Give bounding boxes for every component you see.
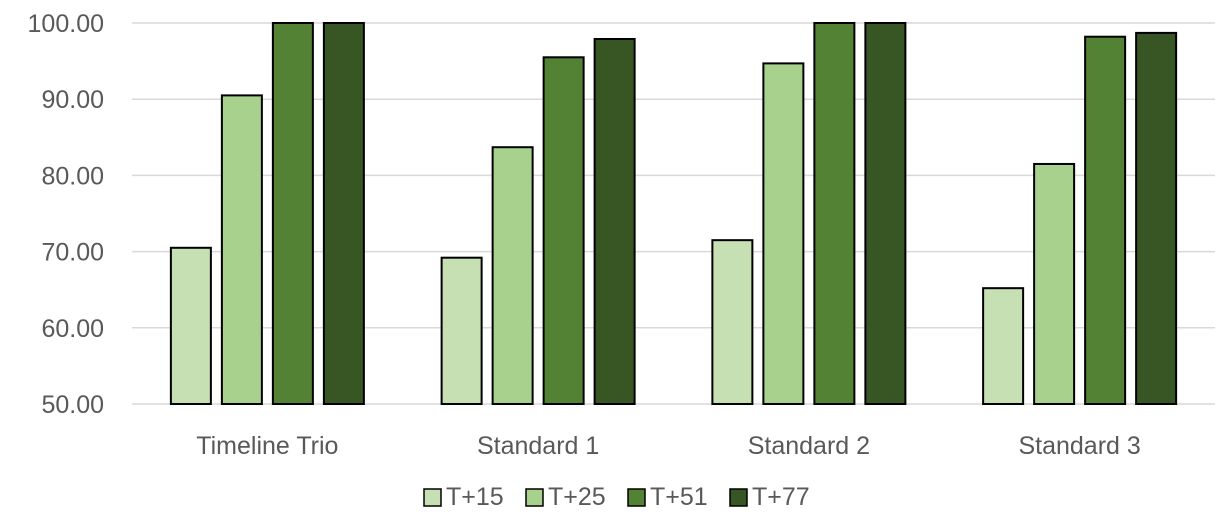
bar-t77-standard-3 bbox=[1135, 31, 1178, 405]
x-category-label: Standard 2 bbox=[748, 432, 870, 460]
legend-label: T+77 bbox=[752, 483, 810, 511]
x-category-label: Standard 3 bbox=[1018, 432, 1140, 460]
x-category-label: Timeline Trio bbox=[196, 432, 338, 460]
bar-t77-standard-1 bbox=[593, 38, 636, 405]
bar-t51-standard-3 bbox=[1084, 35, 1127, 405]
y-tick-label: 70.00 bbox=[41, 239, 104, 267]
bar-t25-standard-1 bbox=[491, 146, 534, 405]
bar-t25-timeline-trio bbox=[220, 94, 263, 405]
bar-t15-standard-1 bbox=[440, 256, 483, 406]
y-tick-label: 100.00 bbox=[28, 10, 104, 38]
legend-swatch bbox=[627, 488, 646, 507]
legend-swatch bbox=[525, 488, 544, 507]
bar-t15-timeline-trio bbox=[169, 246, 212, 405]
bar-t51-standard-1 bbox=[542, 56, 585, 405]
legend-swatch bbox=[423, 488, 442, 507]
bar-t51-standard-2 bbox=[813, 22, 856, 405]
bar-t15-standard-2 bbox=[711, 239, 754, 405]
bar-t15-standard-3 bbox=[982, 287, 1025, 405]
y-tick-label: 60.00 bbox=[41, 315, 104, 343]
bar-t51-timeline-trio bbox=[271, 22, 314, 405]
legend-label: T+25 bbox=[548, 483, 606, 511]
legend-label: T+15 bbox=[446, 483, 504, 511]
bar-t25-standard-3 bbox=[1033, 162, 1076, 405]
bar-t25-standard-2 bbox=[762, 62, 805, 406]
x-category-label: Standard 1 bbox=[477, 432, 599, 460]
x-axis-category-labels: Timeline Trio Standard 1 Standard 2 Standar… bbox=[196, 432, 1141, 460]
legend-label: T+51 bbox=[650, 483, 708, 511]
y-tick-label: 80.00 bbox=[41, 162, 104, 190]
y-tick-label: 90.00 bbox=[41, 86, 104, 114]
bar-t77-standard-2 bbox=[864, 22, 907, 405]
legend: T+15 T+25 T+51 T+77 bbox=[423, 483, 810, 511]
y-axis-tick-labels: 50.00 60.00 70.00 80.00 90.00 100.00 bbox=[28, 10, 104, 419]
bar-t77-timeline-trio bbox=[322, 22, 365, 405]
legend-swatch bbox=[729, 488, 748, 507]
bars bbox=[169, 22, 1178, 406]
y-tick-label: 50.00 bbox=[41, 391, 104, 419]
